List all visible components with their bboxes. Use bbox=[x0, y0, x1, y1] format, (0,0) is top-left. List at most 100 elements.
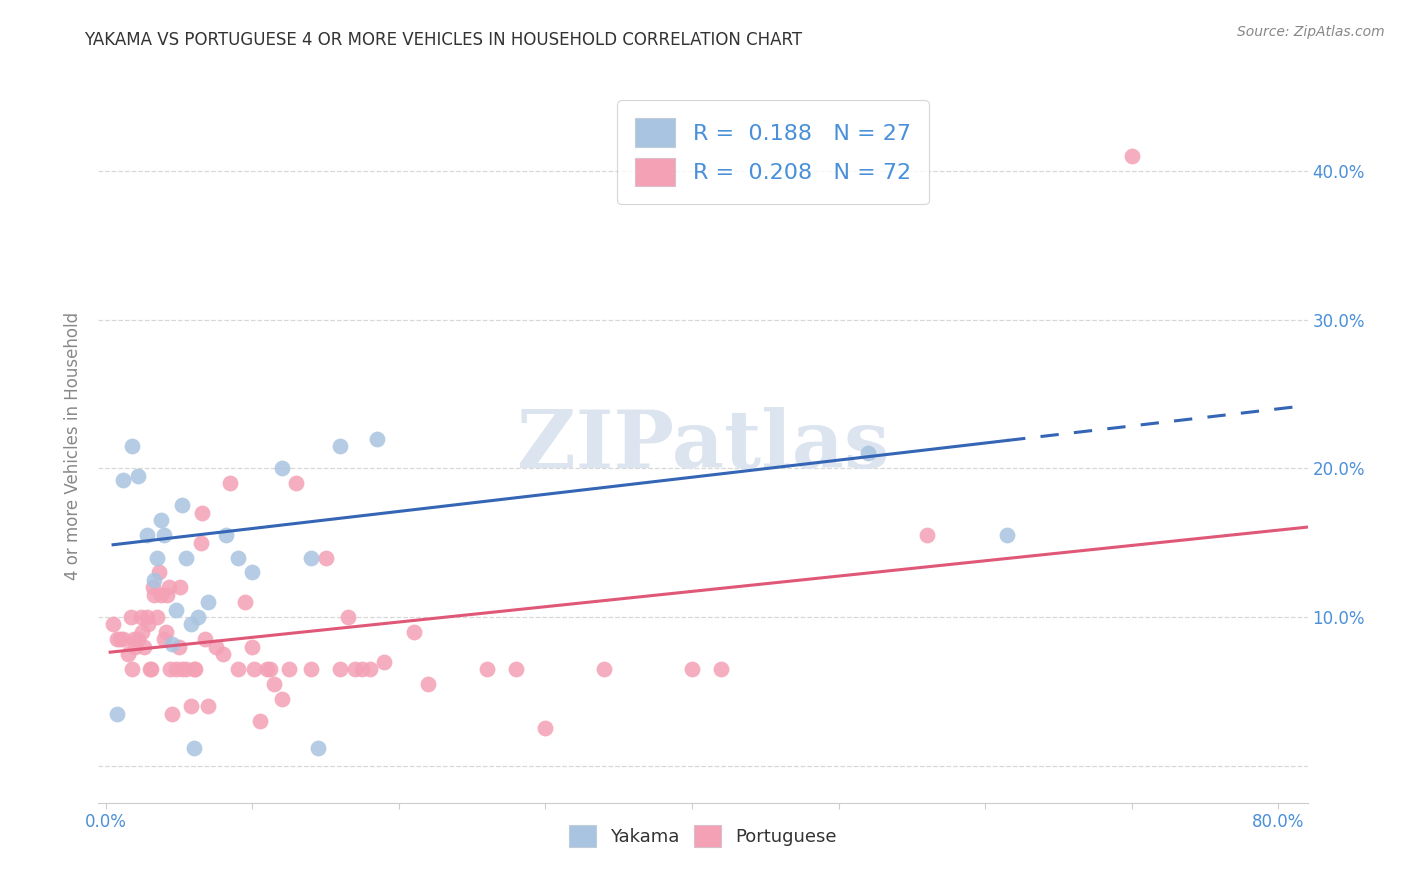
Point bbox=[242, 662, 264, 676]
Point bbox=[127, 632, 149, 647]
Point bbox=[402, 624, 425, 639]
Point bbox=[307, 740, 329, 755]
Point bbox=[136, 617, 159, 632]
Point bbox=[995, 528, 1018, 542]
Point bbox=[270, 461, 292, 475]
Point bbox=[141, 662, 163, 676]
Point bbox=[160, 706, 183, 721]
Point bbox=[143, 588, 166, 602]
Point bbox=[101, 617, 124, 632]
Point bbox=[240, 640, 263, 654]
Point bbox=[180, 617, 202, 632]
Point bbox=[176, 550, 198, 565]
Point bbox=[366, 432, 388, 446]
Point bbox=[194, 632, 217, 647]
Point bbox=[505, 662, 527, 676]
Point bbox=[315, 550, 337, 565]
Point bbox=[187, 610, 209, 624]
Point bbox=[256, 662, 278, 676]
Point bbox=[352, 662, 374, 676]
Text: Source: ZipAtlas.com: Source: ZipAtlas.com bbox=[1237, 25, 1385, 39]
Point bbox=[534, 722, 557, 736]
Point bbox=[143, 573, 166, 587]
Point bbox=[170, 499, 193, 513]
Point bbox=[132, 640, 155, 654]
Point bbox=[915, 528, 938, 542]
Point bbox=[263, 677, 285, 691]
Point bbox=[156, 588, 179, 602]
Point bbox=[160, 637, 183, 651]
Point bbox=[129, 610, 152, 624]
Point bbox=[155, 624, 177, 639]
Point bbox=[122, 632, 145, 647]
Point bbox=[233, 595, 256, 609]
Point bbox=[226, 662, 249, 676]
Point bbox=[226, 550, 249, 565]
Point bbox=[124, 640, 146, 654]
Point bbox=[110, 632, 132, 647]
Point bbox=[120, 610, 142, 624]
Point bbox=[240, 566, 263, 580]
Point bbox=[299, 662, 322, 676]
Point bbox=[197, 699, 219, 714]
Point bbox=[219, 476, 242, 491]
Point bbox=[215, 528, 238, 542]
Point bbox=[142, 580, 165, 594]
Point bbox=[593, 662, 616, 676]
Point bbox=[710, 662, 733, 676]
Point bbox=[170, 662, 193, 676]
Point bbox=[121, 662, 143, 676]
Point bbox=[153, 632, 176, 647]
Point bbox=[135, 528, 157, 542]
Point bbox=[249, 714, 271, 728]
Point bbox=[112, 473, 135, 487]
Point bbox=[278, 662, 301, 676]
Point bbox=[197, 595, 219, 609]
Point bbox=[681, 662, 703, 676]
Text: ZIPatlas: ZIPatlas bbox=[517, 407, 889, 485]
Point bbox=[146, 550, 169, 565]
Text: YAKAMA VS PORTUGUESE 4 OR MORE VEHICLES IN HOUSEHOLD CORRELATION CHART: YAKAMA VS PORTUGUESE 4 OR MORE VEHICLES … bbox=[84, 31, 803, 49]
Point bbox=[176, 662, 198, 676]
Point bbox=[150, 513, 173, 527]
Point bbox=[373, 655, 395, 669]
Point bbox=[418, 677, 440, 691]
Point bbox=[183, 662, 205, 676]
Point bbox=[270, 691, 292, 706]
Point bbox=[475, 662, 498, 676]
Point bbox=[285, 476, 308, 491]
Point bbox=[183, 740, 205, 755]
Point bbox=[190, 535, 212, 549]
Legend: Yakama, Portuguese: Yakama, Portuguese bbox=[561, 818, 845, 855]
Point bbox=[165, 662, 187, 676]
Point bbox=[169, 580, 191, 594]
Point bbox=[359, 662, 381, 676]
Point bbox=[1121, 149, 1143, 163]
Point bbox=[165, 602, 187, 616]
Point bbox=[146, 610, 169, 624]
Point bbox=[336, 610, 359, 624]
Point bbox=[329, 439, 352, 453]
Point bbox=[159, 662, 181, 676]
Point bbox=[343, 662, 366, 676]
Point bbox=[184, 662, 207, 676]
Point bbox=[131, 624, 153, 639]
Point bbox=[117, 647, 139, 661]
Point bbox=[135, 610, 157, 624]
Point bbox=[329, 662, 352, 676]
Y-axis label: 4 or more Vehicles in Household: 4 or more Vehicles in Household bbox=[65, 312, 83, 580]
Point bbox=[191, 506, 214, 520]
Point bbox=[112, 632, 135, 647]
Point bbox=[157, 580, 180, 594]
Point bbox=[856, 446, 879, 460]
Point bbox=[121, 439, 143, 453]
Point bbox=[299, 550, 322, 565]
Point bbox=[150, 588, 173, 602]
Point bbox=[148, 566, 170, 580]
Point bbox=[127, 468, 149, 483]
Point bbox=[167, 640, 190, 654]
Point bbox=[107, 632, 129, 647]
Point bbox=[138, 662, 160, 676]
Point bbox=[204, 640, 226, 654]
Point bbox=[107, 706, 129, 721]
